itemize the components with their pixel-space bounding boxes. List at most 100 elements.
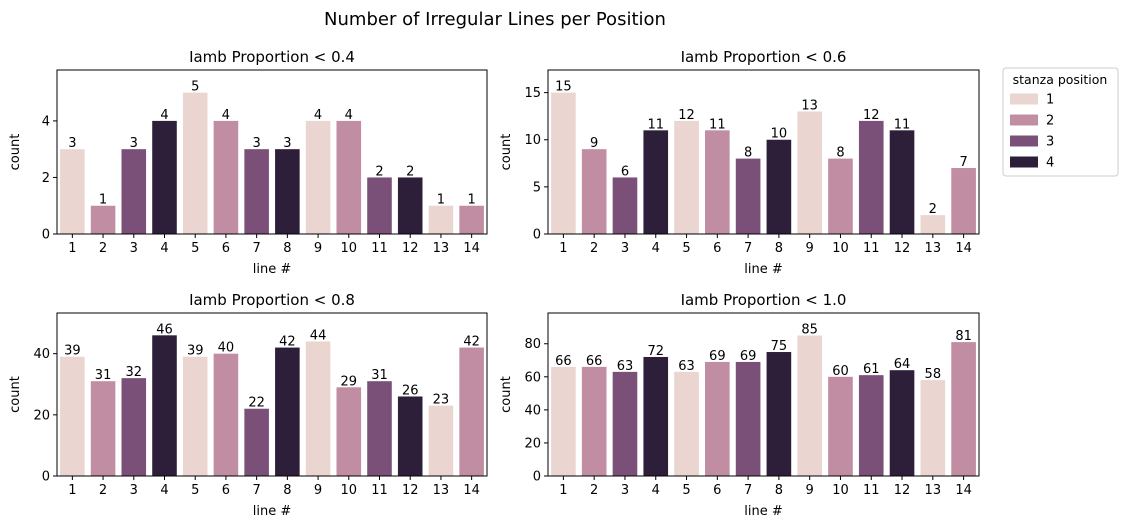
bar-value-label: 64 <box>894 357 911 372</box>
y-tick-label: 4 <box>42 114 50 129</box>
x-tick-label: 10 <box>341 483 358 498</box>
bar-value-label: 66 <box>586 354 603 369</box>
bar-value-label: 12 <box>678 108 695 123</box>
x-tick-label: 14 <box>955 241 972 256</box>
x-tick-label: 6 <box>222 241 230 256</box>
chart-title: Iamb Proportion < 0.8 <box>189 291 355 309</box>
bar <box>336 120 362 234</box>
bar-value-label: 3 <box>283 136 291 151</box>
bar-value-label: 60 <box>832 364 849 379</box>
bar-value-label: 39 <box>64 344 81 359</box>
bar-value-label: 85 <box>801 322 818 337</box>
bar-value-label: 31 <box>95 368 112 383</box>
legend-label: 3 <box>1046 135 1054 150</box>
bar <box>459 347 484 476</box>
bar-value-label: 9 <box>590 136 598 151</box>
bar-value-label: 46 <box>156 322 173 337</box>
chart-title: Iamb Proportion < 1.0 <box>681 291 847 309</box>
bar <box>705 130 730 234</box>
bar-value-label: 3 <box>253 136 261 151</box>
bar <box>951 342 976 476</box>
bar <box>951 168 976 234</box>
bar-value-label: 69 <box>740 349 757 364</box>
x-tick-label: 3 <box>130 483 138 498</box>
legend-swatch <box>1010 135 1038 147</box>
bar <box>244 408 269 476</box>
bar-value-label: 61 <box>863 362 880 377</box>
bar-value-label: 69 <box>709 349 726 364</box>
bar <box>428 405 454 476</box>
bar-value-label: 8 <box>836 146 844 161</box>
x-tick-label: 4 <box>652 241 660 256</box>
x-tick-label: 8 <box>775 241 783 256</box>
x-tick-label: 10 <box>832 241 849 256</box>
bar <box>459 205 484 234</box>
y-tick-label: 0 <box>42 228 50 243</box>
bar <box>858 375 884 476</box>
x-axis-label: line # <box>744 262 783 277</box>
bar <box>336 387 362 476</box>
bar <box>244 149 269 234</box>
x-tick-label: 9 <box>806 241 814 256</box>
bar-value-label: 7 <box>959 155 967 170</box>
x-tick-label: 4 <box>160 483 168 498</box>
bar <box>612 177 638 234</box>
y-axis-label: count <box>8 376 23 413</box>
bar-value-label: 10 <box>771 127 788 142</box>
bar <box>213 120 239 234</box>
x-tick-label: 9 <box>314 483 322 498</box>
y-tick-label: 40 <box>524 403 541 418</box>
bar <box>858 120 884 234</box>
legend-swatch <box>1010 114 1038 126</box>
bar-value-label: 4 <box>345 108 353 123</box>
bar <box>581 366 607 476</box>
bar <box>889 370 915 476</box>
bar <box>60 356 85 476</box>
bar <box>275 347 300 476</box>
bar-value-label: 1 <box>437 193 445 208</box>
bar-value-label: 5 <box>191 80 199 95</box>
x-tick-label: 2 <box>99 483 107 498</box>
bar-value-label: 11 <box>894 117 911 132</box>
x-tick-label: 14 <box>955 483 972 498</box>
axes-frame <box>547 69 980 235</box>
chart-panel-4: Iamb Proportion < 1.06616626337246356966… <box>499 291 980 519</box>
bar <box>305 341 331 476</box>
bar-value-label: 23 <box>433 393 450 408</box>
x-tick-label: 11 <box>371 241 388 256</box>
y-tick-label: 0 <box>42 470 50 485</box>
y-tick-label: 80 <box>524 337 541 352</box>
x-tick-label: 8 <box>775 483 783 498</box>
x-tick-label: 7 <box>253 483 261 498</box>
x-tick-label: 14 <box>463 483 480 498</box>
legend-swatch <box>1010 156 1038 168</box>
bar <box>581 149 607 234</box>
y-axis-label: count <box>8 134 23 171</box>
chart-panel-1: Iamb Proportion < 0.43112334455463738494… <box>8 48 488 277</box>
bar <box>766 352 792 476</box>
x-tick-label: 13 <box>925 483 942 498</box>
bar <box>551 92 576 234</box>
bar <box>121 149 147 234</box>
legend-label: 2 <box>1046 114 1054 129</box>
x-tick-label: 13 <box>433 483 450 498</box>
bar <box>735 158 761 234</box>
x-tick-label: 3 <box>130 241 138 256</box>
x-tick-label: 6 <box>713 241 721 256</box>
bar <box>275 149 300 234</box>
x-tick-label: 5 <box>191 483 199 498</box>
figure-title: Number of Irregular Lines per Position <box>324 9 666 30</box>
y-tick-label: 20 <box>33 408 50 423</box>
legend-title: stanza position <box>1013 72 1108 87</box>
x-tick-label: 12 <box>402 241 419 256</box>
x-tick-label: 2 <box>590 241 598 256</box>
bar-value-label: 11 <box>647 117 664 132</box>
bar <box>305 120 331 234</box>
axes-frame <box>56 312 488 477</box>
bar <box>797 111 822 234</box>
legend: stanza position 1 2 3 4 <box>1002 67 1119 177</box>
x-tick-label: 7 <box>253 241 261 256</box>
chart-title: Iamb Proportion < 0.6 <box>681 48 847 66</box>
bar-value-label: 4 <box>222 108 230 123</box>
